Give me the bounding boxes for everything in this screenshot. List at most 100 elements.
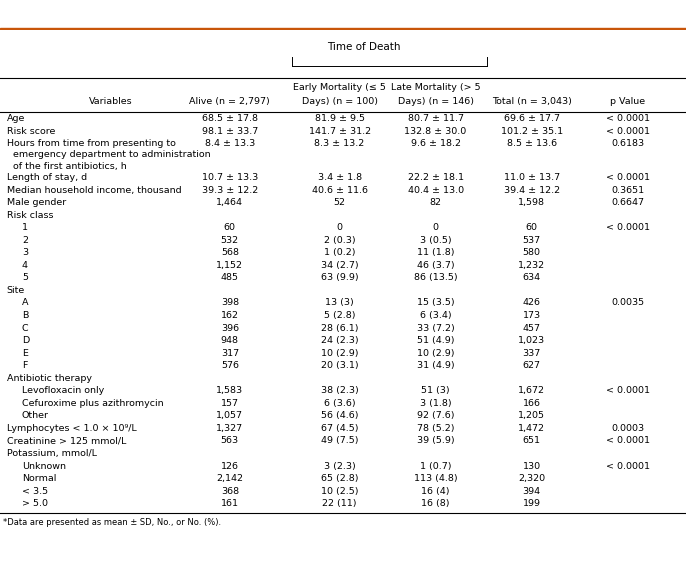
Text: 2 (0.3): 2 (0.3) bbox=[324, 236, 355, 245]
Text: 580: 580 bbox=[523, 248, 541, 257]
Text: 0: 0 bbox=[337, 223, 342, 232]
Text: 8.5 ± 13.6: 8.5 ± 13.6 bbox=[506, 139, 557, 148]
Text: Cefuroxime plus azithromycin: Cefuroxime plus azithromycin bbox=[22, 399, 163, 408]
Text: 6 (3.4): 6 (3.4) bbox=[420, 311, 451, 320]
Text: 1,232: 1,232 bbox=[518, 261, 545, 270]
Text: 3.4 ± 1.8: 3.4 ± 1.8 bbox=[318, 173, 362, 182]
Text: 13 (3): 13 (3) bbox=[325, 298, 354, 307]
Text: 130: 130 bbox=[523, 461, 541, 471]
Text: Lymphocytes < 1.0 × 10⁹/L: Lymphocytes < 1.0 × 10⁹/L bbox=[7, 424, 137, 433]
Text: Risk score: Risk score bbox=[7, 127, 56, 135]
Text: 15 (3.5): 15 (3.5) bbox=[417, 298, 454, 307]
Text: 126: 126 bbox=[221, 461, 239, 471]
Text: Creatinine > 125 mmol/L: Creatinine > 125 mmol/L bbox=[7, 436, 126, 446]
Text: 0.0003: 0.0003 bbox=[611, 424, 644, 433]
Text: 0.6183: 0.6183 bbox=[611, 139, 644, 148]
Text: F: F bbox=[22, 361, 27, 370]
Text: 113 (4.8): 113 (4.8) bbox=[414, 474, 458, 483]
Text: < 0.0001: < 0.0001 bbox=[606, 436, 650, 446]
Text: 537: 537 bbox=[523, 236, 541, 245]
Text: Risk class: Risk class bbox=[7, 211, 54, 220]
Text: 38 (2.3): 38 (2.3) bbox=[320, 386, 359, 395]
Text: Medscape®: Medscape® bbox=[8, 7, 96, 20]
Text: 1,672: 1,672 bbox=[518, 386, 545, 395]
Text: 2: 2 bbox=[22, 236, 28, 245]
Text: 6 (3.6): 6 (3.6) bbox=[324, 399, 355, 408]
Text: 173: 173 bbox=[523, 311, 541, 320]
Text: 52: 52 bbox=[333, 198, 346, 207]
Text: 0: 0 bbox=[433, 223, 438, 232]
Text: 68.5 ± 17.8: 68.5 ± 17.8 bbox=[202, 114, 258, 123]
Text: 3 (0.5): 3 (0.5) bbox=[420, 236, 451, 245]
Text: 98.1 ± 33.7: 98.1 ± 33.7 bbox=[202, 127, 258, 135]
Text: 948: 948 bbox=[221, 336, 239, 345]
Text: 34 (2.7): 34 (2.7) bbox=[321, 261, 358, 270]
Text: 20 (3.1): 20 (3.1) bbox=[321, 361, 358, 370]
Text: 157: 157 bbox=[221, 399, 239, 408]
Text: 627: 627 bbox=[523, 361, 541, 370]
Text: 368: 368 bbox=[221, 486, 239, 496]
Text: 92 (7.6): 92 (7.6) bbox=[417, 411, 454, 420]
Text: > 5.0: > 5.0 bbox=[22, 499, 48, 508]
Text: 39.3 ± 12.2: 39.3 ± 12.2 bbox=[202, 185, 258, 195]
Text: Levofloxacin only: Levofloxacin only bbox=[22, 386, 104, 395]
Text: 49 (7.5): 49 (7.5) bbox=[321, 436, 358, 446]
Text: 199: 199 bbox=[523, 499, 541, 508]
Text: emergency department to administration: emergency department to administration bbox=[7, 150, 211, 159]
Text: 651: 651 bbox=[523, 436, 541, 446]
Text: 10.7 ± 13.3: 10.7 ± 13.3 bbox=[202, 173, 258, 182]
Text: 3 (2.3): 3 (2.3) bbox=[324, 461, 355, 471]
Text: p Value: p Value bbox=[610, 97, 646, 106]
Text: C: C bbox=[22, 324, 29, 332]
Text: 1 (0.2): 1 (0.2) bbox=[324, 248, 355, 257]
Text: 1,598: 1,598 bbox=[518, 198, 545, 207]
Text: Source: CHEST © 2005 American College of Chest Physicians: Source: CHEST © 2005 American College of… bbox=[421, 551, 679, 560]
Text: 3 (1.8): 3 (1.8) bbox=[420, 399, 451, 408]
Text: 634: 634 bbox=[523, 273, 541, 282]
Text: 56 (4.6): 56 (4.6) bbox=[321, 411, 358, 420]
Text: B: B bbox=[22, 311, 28, 320]
Text: 80.7 ± 11.7: 80.7 ± 11.7 bbox=[407, 114, 464, 123]
Text: 82: 82 bbox=[429, 198, 442, 207]
Text: 426: 426 bbox=[523, 298, 541, 307]
Text: Length of stay, d: Length of stay, d bbox=[7, 173, 87, 182]
Text: 532: 532 bbox=[221, 236, 239, 245]
Text: E: E bbox=[22, 349, 28, 358]
Text: 166: 166 bbox=[523, 399, 541, 408]
Text: 485: 485 bbox=[221, 273, 239, 282]
Text: 16 (4): 16 (4) bbox=[421, 486, 450, 496]
Text: 1: 1 bbox=[22, 223, 28, 232]
Text: 317: 317 bbox=[221, 349, 239, 358]
Text: 1,205: 1,205 bbox=[518, 411, 545, 420]
Text: 394: 394 bbox=[523, 486, 541, 496]
Text: 46 (3.7): 46 (3.7) bbox=[417, 261, 454, 270]
Text: 1,472: 1,472 bbox=[518, 424, 545, 433]
Text: 11.0 ± 13.7: 11.0 ± 13.7 bbox=[504, 173, 560, 182]
Text: 101.2 ± 35.1: 101.2 ± 35.1 bbox=[501, 127, 563, 135]
Text: Late Mortality (> 5: Late Mortality (> 5 bbox=[391, 84, 480, 92]
Text: 67 (4.5): 67 (4.5) bbox=[321, 424, 358, 433]
Text: 78 (5.2): 78 (5.2) bbox=[417, 424, 454, 433]
Text: 162: 162 bbox=[221, 311, 239, 320]
Text: 5: 5 bbox=[22, 273, 28, 282]
Text: 10 (2.9): 10 (2.9) bbox=[321, 349, 358, 358]
Text: < 0.0001: < 0.0001 bbox=[606, 223, 650, 232]
Text: 28 (6.1): 28 (6.1) bbox=[321, 324, 358, 332]
Text: 0.6647: 0.6647 bbox=[611, 198, 644, 207]
Text: 398: 398 bbox=[221, 298, 239, 307]
Text: 1 (0.7): 1 (0.7) bbox=[420, 461, 451, 471]
Text: of the first antibiotics, h: of the first antibiotics, h bbox=[7, 162, 127, 171]
Text: 568: 568 bbox=[221, 248, 239, 257]
Text: 10 (2.5): 10 (2.5) bbox=[321, 486, 358, 496]
Text: 576: 576 bbox=[221, 361, 239, 370]
Text: 1,152: 1,152 bbox=[216, 261, 244, 270]
Text: 60: 60 bbox=[525, 223, 538, 232]
Text: Variables: Variables bbox=[89, 97, 133, 106]
Text: 39.4 ± 12.2: 39.4 ± 12.2 bbox=[504, 185, 560, 195]
Text: www.medscape.com: www.medscape.com bbox=[137, 7, 258, 20]
Text: 9.6 ± 18.2: 9.6 ± 18.2 bbox=[411, 139, 460, 148]
Text: 0.0035: 0.0035 bbox=[611, 298, 644, 307]
Text: Male gender: Male gender bbox=[7, 198, 66, 207]
Text: 51 (3): 51 (3) bbox=[421, 386, 450, 395]
Text: Time of Death: Time of Death bbox=[327, 43, 401, 52]
